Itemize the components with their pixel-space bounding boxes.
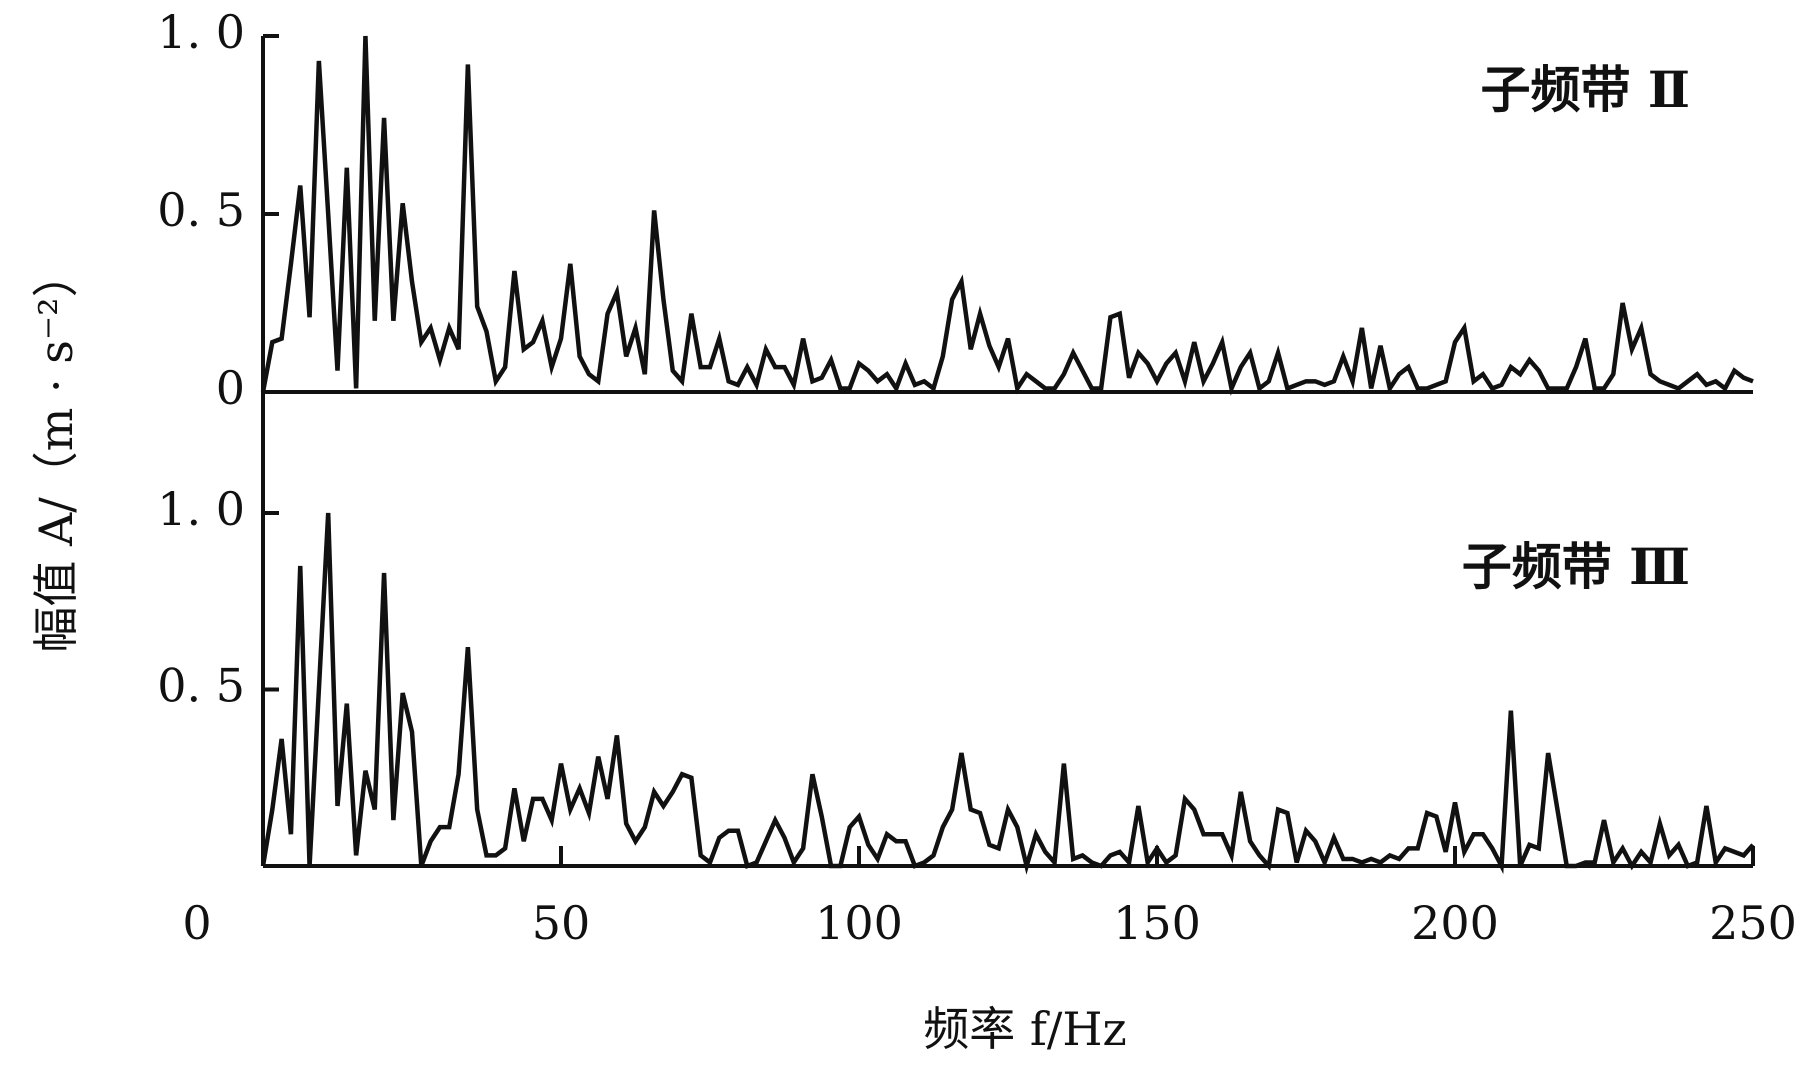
y-tick-label: 1. 0 [157,5,245,59]
x-tick-label: 200 [1411,896,1499,950]
x-axis-label: 频率 f/Hz [923,1002,1127,1056]
x-tick-label: 0 [182,896,211,950]
data-line [260,512,1755,875]
x-tick-label: 50 [532,896,591,950]
y-tick-label: 1. 0 [157,482,245,536]
y-tick-label: 0 [216,361,245,415]
y-axis-label: 幅值 A/（m · s⁻²） [29,251,83,652]
data-line [260,35,1754,396]
y-tick-label: 0. 5 [157,659,245,713]
series-annotation: 子频带 Ⅲ [1462,537,1690,596]
series-annotation: 子频带 Ⅱ [1480,60,1690,119]
x-tick-label: 100 [815,896,903,950]
y-tick-label: 0. 5 [157,183,245,237]
x-tick-label: 150 [1113,896,1201,950]
x-tick-label: 250 [1709,896,1797,950]
